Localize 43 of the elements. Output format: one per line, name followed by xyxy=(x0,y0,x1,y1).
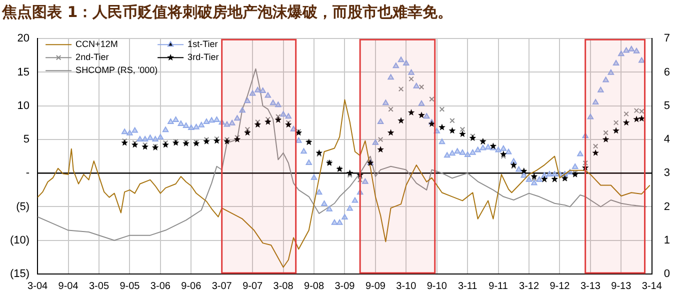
y2-tick-label: 1 xyxy=(664,234,670,246)
y2-tick-label: 7 xyxy=(664,32,670,45)
y2-tick-label: 4 xyxy=(664,134,670,146)
x-tick-label: 3-04 xyxy=(28,280,48,292)
legend-label: CCN+12M xyxy=(76,39,118,50)
x-tick-label: 3-05 xyxy=(88,280,110,292)
y2-tick-label: 6 xyxy=(664,66,670,78)
y-tick-label: - xyxy=(26,167,30,180)
y2-tick-label: 2 xyxy=(664,200,670,213)
x-tick-label: 3-10 xyxy=(396,280,417,292)
x-tick-label: 3-13 xyxy=(580,280,601,292)
y2-tick-label: 0 xyxy=(664,268,670,280)
x-tick-label: 9-13 xyxy=(611,280,632,292)
y-tick-label: 20 xyxy=(17,32,30,45)
y-tick-label: (5) xyxy=(16,200,30,213)
x-tick-label: 9-10 xyxy=(426,280,448,292)
x-tick-label: 9-12 xyxy=(550,280,570,292)
x-tick-label: 9-08 xyxy=(304,280,324,292)
x-tick-label: 3-09 xyxy=(334,280,356,292)
x-tick-label: 9-09 xyxy=(365,280,386,292)
x-tick-label: 9-07 xyxy=(242,280,264,292)
x-tick-label: 3-11 xyxy=(458,280,478,292)
legend-label: 1st-Tier xyxy=(188,39,218,50)
legend-label: SHCOMP (RS, '000) xyxy=(76,65,158,76)
y-tick-label: 10 xyxy=(17,100,30,112)
y-tick-label: (15) xyxy=(10,268,30,280)
x-tick-label: 3-07 xyxy=(212,280,232,292)
y-tick-label: (10) xyxy=(10,234,30,246)
x-tick-label: 3-14 xyxy=(642,280,662,292)
x-tick-label: 3-12 xyxy=(519,280,540,292)
y2-tick-label: 3 xyxy=(664,167,670,180)
x-tick-label: 9-04 xyxy=(58,280,79,292)
legend-label: 2nd-Tier xyxy=(76,52,109,62)
y2-tick-label: 5 xyxy=(664,100,670,112)
x-tick-label: 3-08 xyxy=(273,280,294,292)
x-tick-label: 3-06 xyxy=(150,280,171,292)
x-tick-label: 9-06 xyxy=(181,280,202,292)
y-tick-label: 5 xyxy=(23,134,30,146)
x-tick-label: 9-11 xyxy=(488,280,508,292)
x-tick-label: 9-05 xyxy=(120,280,140,292)
y-tick-label: 15 xyxy=(17,66,30,78)
legend-label: 3rd-Tier xyxy=(188,52,219,62)
chart-title: 焦点图表 1：人民币贬值将刺破房地产泡沫爆破，而股市也难幸免。 xyxy=(2,3,453,22)
